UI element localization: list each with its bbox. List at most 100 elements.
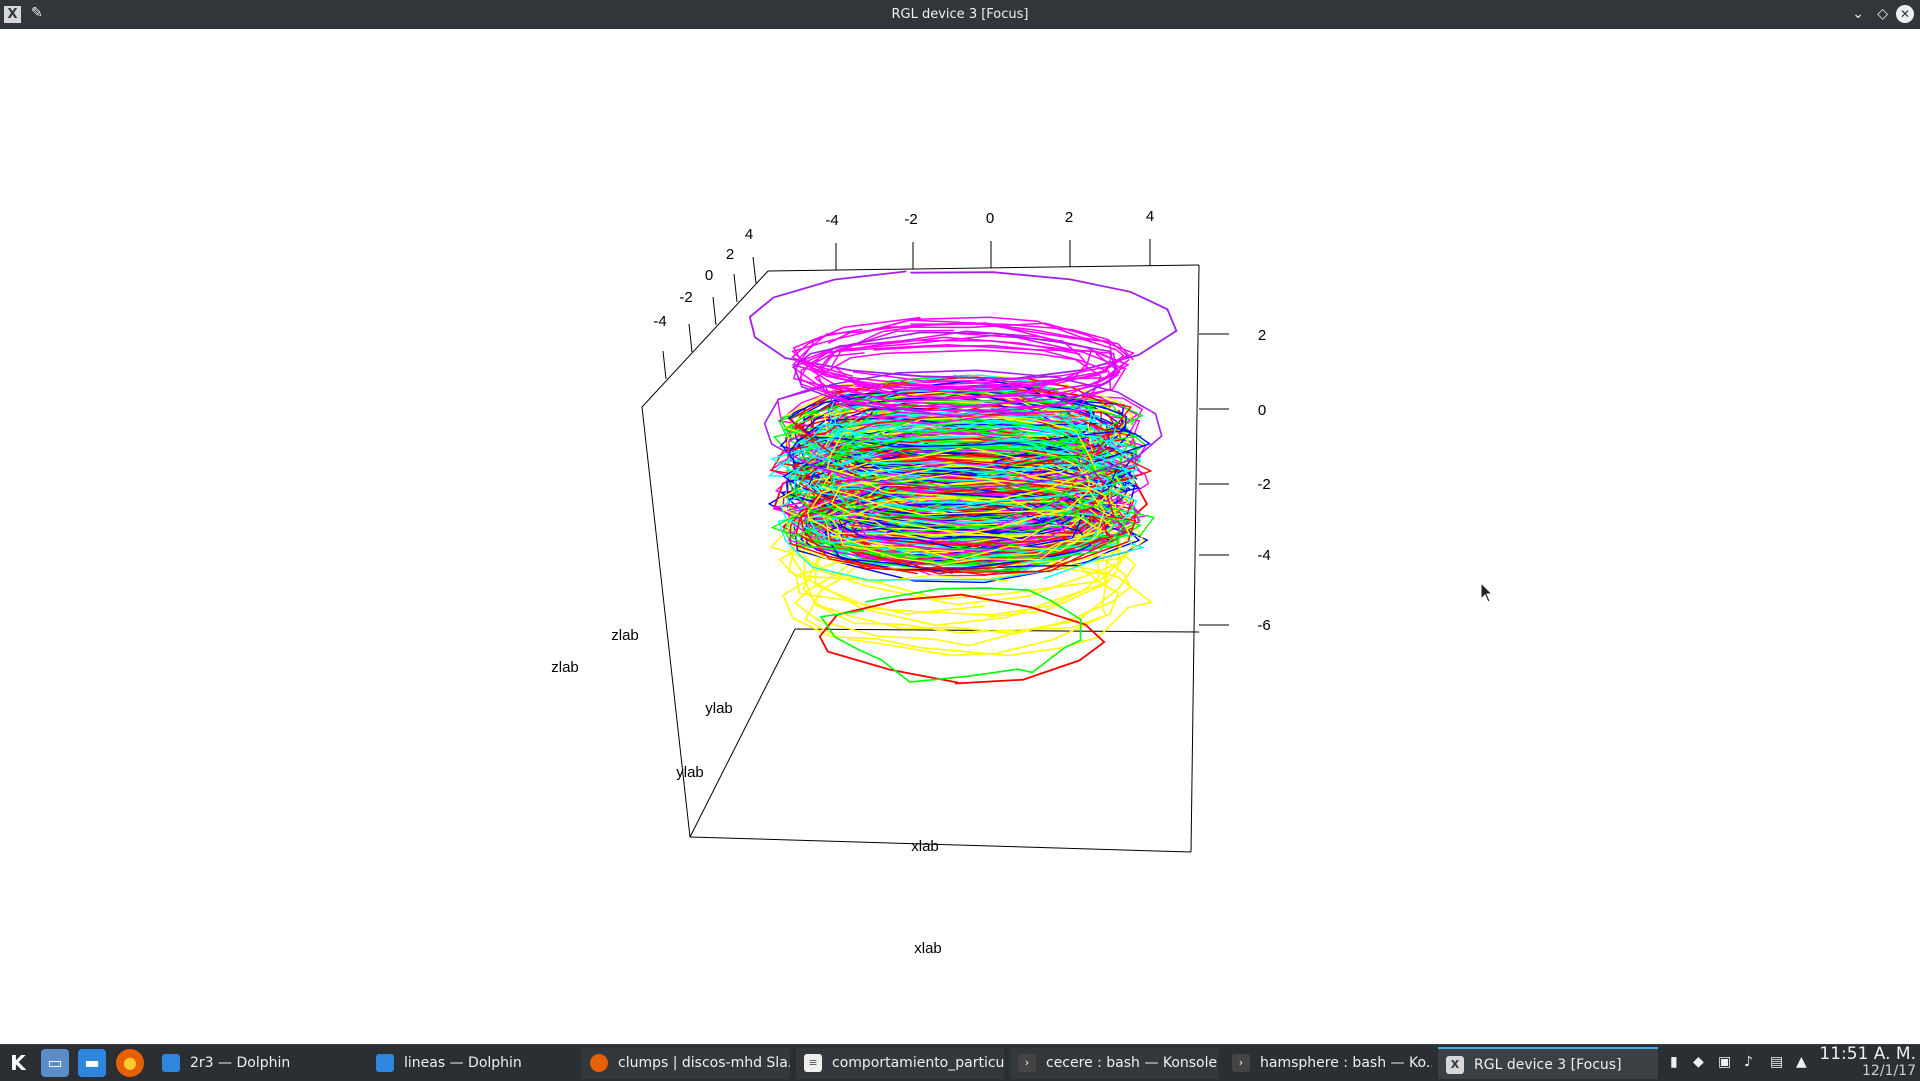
orbit-line bbox=[856, 464, 1082, 530]
task-firefox-clumps[interactable]: clumps | discos-mhd Sla... bbox=[582, 1047, 790, 1079]
task-konsole-hamsphere[interactable]: › hamsphere : bash — Ko... bbox=[1224, 1047, 1432, 1079]
orbit-line bbox=[800, 485, 1114, 574]
orbit-line bbox=[791, 316, 1134, 389]
orbit-lines bbox=[748, 270, 1178, 685]
task-label: RGL device 3 [Focus] bbox=[1474, 1057, 1622, 1073]
orbit-line bbox=[795, 477, 1128, 569]
orbit-line bbox=[807, 474, 1106, 561]
box-edge-left-front bbox=[641, 406, 691, 838]
clock[interactable]: 11:51 A. M. 12/1/17 bbox=[1819, 1046, 1916, 1080]
zlab-label: zlab bbox=[611, 627, 639, 644]
ylab-label: ylab bbox=[705, 700, 733, 717]
orbit-line bbox=[791, 316, 1129, 391]
orbit-line bbox=[793, 446, 1117, 534]
usb-icon[interactable]: ▮ bbox=[1670, 1054, 1678, 1070]
task-lineas-dolphin[interactable]: lineas — Dolphin bbox=[368, 1047, 576, 1079]
z-tick-label: -4 bbox=[1257, 547, 1270, 564]
mouse-cursor-icon bbox=[1480, 582, 1494, 603]
box-edge-bottom-front bbox=[689, 836, 1192, 853]
orbit-line bbox=[832, 421, 1088, 476]
task-rgl-device[interactable]: X RGL device 3 [Focus] bbox=[1438, 1047, 1658, 1079]
orbit-line bbox=[799, 333, 1127, 412]
terminal-icon: › bbox=[1018, 1054, 1036, 1072]
kde-menu-icon[interactable]: K bbox=[10, 1051, 26, 1075]
orbit-line bbox=[818, 593, 1106, 685]
task-label: lineas — Dolphin bbox=[404, 1055, 522, 1071]
z-tick-label: -2 bbox=[1257, 476, 1270, 493]
orbit-line bbox=[813, 421, 1127, 475]
firefox-icon[interactable]: ● bbox=[116, 1049, 144, 1077]
z-tick-label: 2 bbox=[1258, 327, 1266, 344]
x-tick-label: -4 bbox=[825, 212, 838, 229]
window-titlebar[interactable]: X ✎ RGL device 3 [Focus] ⌄ ◇ ✕ bbox=[0, 0, 1920, 29]
orbit-line bbox=[791, 343, 1130, 401]
orbit-line bbox=[820, 445, 1091, 516]
task-comportamiento[interactable]: ≡ comportamiento_particu... bbox=[796, 1047, 1004, 1079]
orbit-line bbox=[812, 424, 1103, 478]
xlab-label-outer: xlab bbox=[914, 940, 942, 957]
task-label: 2r3 — Dolphin bbox=[190, 1055, 291, 1071]
z-axis-ticks bbox=[1199, 333, 1229, 626]
orbit-line bbox=[788, 384, 1132, 467]
orbit-line bbox=[772, 416, 1147, 474]
x-window-icon: X bbox=[1446, 1056, 1464, 1074]
chevron-down-icon[interactable]: ⌄ bbox=[1852, 6, 1864, 22]
task-label: hamsphere : bash — Ko... bbox=[1260, 1055, 1432, 1071]
task-2r3-dolphin[interactable]: 2r3 — Dolphin bbox=[154, 1047, 362, 1079]
dropbox-icon[interactable]: ◆ bbox=[1693, 1054, 1704, 1070]
y-tick-label: 4 bbox=[745, 226, 753, 243]
rgl-plot-canvas[interactable]: -4 -2 0 2 4 -4 -2 0 2 4 2 0 -2 -4 -6 bbox=[0, 29, 1920, 1044]
folder-icon[interactable]: ▬ bbox=[78, 1049, 106, 1077]
x-tick-label: 2 bbox=[1065, 209, 1073, 226]
x-tick-label: -2 bbox=[904, 211, 917, 228]
network-icon[interactable]: ▣ bbox=[1718, 1054, 1732, 1070]
orbit-line bbox=[804, 543, 1109, 657]
xlab-label: xlab bbox=[911, 838, 939, 855]
y-tick-label: -4 bbox=[653, 313, 666, 330]
orbit-line bbox=[789, 497, 1127, 559]
pin-icon[interactable]: ✎ bbox=[31, 5, 43, 21]
close-icon[interactable]: ✕ bbox=[1896, 5, 1914, 23]
task-label: cecere : bash — Konsole bbox=[1046, 1055, 1218, 1071]
clipboard-icon[interactable]: ▤ bbox=[1770, 1054, 1784, 1070]
clock-date: 12/1/17 bbox=[1862, 1063, 1916, 1079]
box-edge-top-back bbox=[767, 264, 1200, 272]
taskbar: K ▭ ▬ ● 2r3 — Dolphin lineas — Dolphin c… bbox=[0, 1044, 1920, 1081]
ylab-label-outer: ylab bbox=[676, 764, 704, 781]
orbit-line bbox=[830, 464, 1107, 536]
y-tick-label: 0 bbox=[705, 267, 713, 284]
orbit-line bbox=[824, 503, 1092, 574]
folder-icon bbox=[162, 1054, 180, 1072]
task-label: clumps | discos-mhd Sla... bbox=[618, 1055, 790, 1071]
box-edge-bottom-left bbox=[689, 628, 796, 838]
volume-icon[interactable]: ♪ bbox=[1744, 1054, 1753, 1070]
orbit-line bbox=[763, 369, 1163, 490]
zlab-label-outer: zlab bbox=[551, 659, 579, 676]
diamond-icon[interactable]: ◇ bbox=[1877, 6, 1888, 22]
y-tick-label: -2 bbox=[679, 289, 692, 306]
task-konsole-cecere[interactable]: › cecere : bash — Konsole bbox=[1010, 1047, 1218, 1079]
task-label: comportamiento_particu... bbox=[832, 1055, 1004, 1071]
clock-time: 11:51 A. M. bbox=[1819, 1044, 1916, 1064]
firefox-icon bbox=[590, 1054, 608, 1072]
window-title: RGL device 3 [Focus] bbox=[891, 7, 1029, 22]
x-window-icon[interactable]: X bbox=[4, 6, 21, 23]
orbit-line bbox=[805, 419, 1129, 496]
desktop-icon[interactable]: ▭ bbox=[41, 1049, 69, 1077]
x-tick-label: 4 bbox=[1146, 208, 1154, 225]
box-edge-right bbox=[1190, 264, 1200, 853]
box-edge-top-left bbox=[641, 270, 769, 408]
orbit-line bbox=[784, 399, 1127, 449]
terminal-icon: › bbox=[1232, 1054, 1250, 1072]
orbit-line bbox=[793, 331, 1117, 419]
orbit-line bbox=[814, 349, 1102, 425]
plot-svg[interactable]: -4 -2 0 2 4 -4 -2 0 2 4 2 0 -2 -4 -6 bbox=[0, 29, 1920, 1044]
x-tick-label: 0 bbox=[986, 210, 994, 227]
x-axis-ticks bbox=[835, 239, 1151, 270]
document-icon: ≡ bbox=[804, 1054, 822, 1072]
orbit-line bbox=[812, 442, 1110, 523]
orbit-line bbox=[819, 587, 1082, 683]
y-tick-label: 2 bbox=[726, 246, 734, 263]
expand-up-icon[interactable]: ▲ bbox=[1796, 1054, 1807, 1070]
y-axis-ticks bbox=[662, 256, 757, 380]
